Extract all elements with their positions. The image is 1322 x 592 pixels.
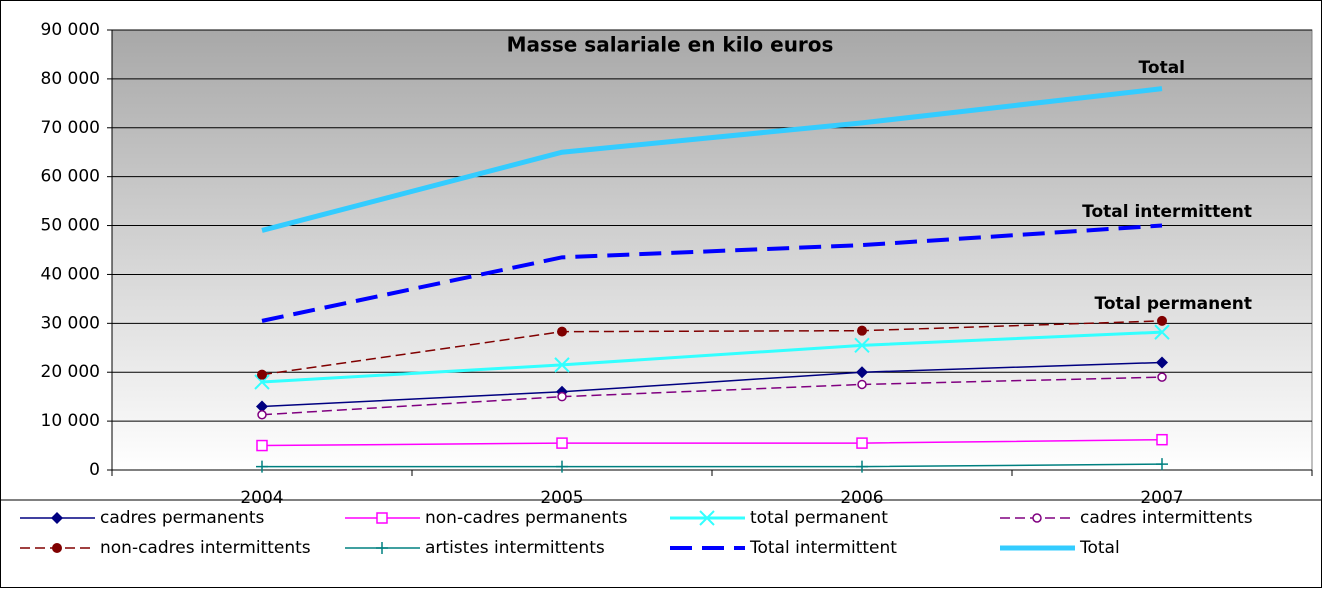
marker [856,366,868,379]
marker [1157,372,1167,382]
marker [557,326,567,337]
chart-title: Masse salariale en kilo euros [507,33,834,57]
marker [1157,315,1167,326]
legend-label: non-cadres permanents [425,508,628,528]
marker [556,437,568,449]
y-tick-label: 70 000 [41,118,100,138]
marker [854,337,870,354]
marker [257,410,267,420]
marker [699,510,715,526]
line [261,223,1163,323]
x-tick-label: 2005 [540,488,583,508]
legend-label: artistes intermittents [425,538,605,558]
y-tick-label: 0 [89,460,100,480]
marker [257,369,267,380]
line [261,361,1163,408]
legend-label: Total [1079,538,1120,558]
marker [256,439,268,452]
line [261,438,1163,447]
legend-label: cadres intermittents [1080,508,1253,528]
legend-label: non-cadres intermittents [100,538,311,558]
y-tick-label: 10 000 [41,411,100,431]
line [261,320,1163,376]
y-tick-label: 60 000 [41,167,100,187]
marker [857,325,867,336]
marker [376,512,388,524]
annotation: Total intermittent [1082,202,1252,222]
marker [1154,324,1170,340]
annotation: Total permanent [1095,294,1253,314]
legend-label: total permanent [750,508,888,528]
marker [1156,433,1168,446]
marker [557,391,567,402]
line [261,376,1163,416]
y-tick-label: 20 000 [41,362,100,382]
legend-label: cadres permanents [100,508,264,528]
line [262,463,1163,468]
marker [254,374,270,390]
marker [1156,356,1168,369]
marker [51,512,63,524]
x-tick-label: 2007 [1140,488,1183,508]
marker [376,542,388,554]
y-tick-label: 90 000 [41,20,100,40]
y-tick-label: 40 000 [41,264,100,284]
marker [1156,458,1168,471]
y-tick-label: 30 000 [41,313,100,333]
line [261,86,1163,233]
marker [256,460,268,473]
marker [856,460,868,473]
annotation: Total [1139,58,1185,78]
legend-label: Total intermittent [749,538,897,558]
marker [556,460,568,473]
x-tick-label: 2004 [240,488,283,508]
y-tick-label: 80 000 [41,69,100,89]
x-tick-label: 2006 [840,488,883,508]
y-tick-label: 50 000 [41,216,100,236]
marker [554,357,570,373]
line [261,330,1163,384]
marker [857,379,867,390]
marker [1032,513,1042,523]
marker [52,543,62,553]
marker [256,400,268,413]
marker [856,437,868,449]
